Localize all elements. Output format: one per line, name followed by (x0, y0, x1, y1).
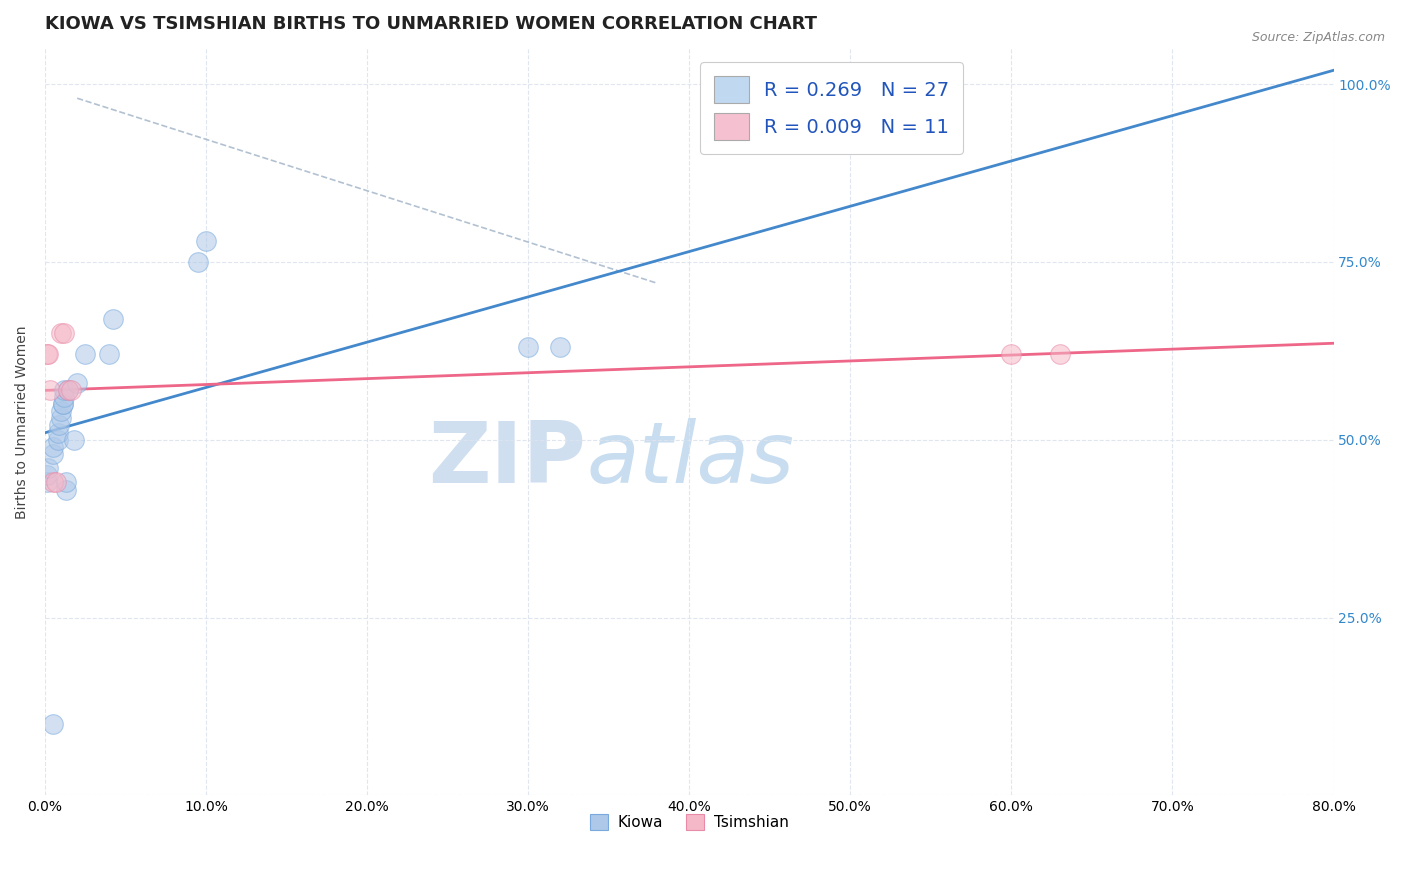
Point (38, 383, 60, 397)
Point (49, 326, 72, 340)
Point (35, 347, 58, 361)
Point (98, 347, 121, 361)
Point (37, 347, 59, 361)
Point (42, 475, 65, 490)
Point (52, 397, 75, 411)
Point (55, 475, 77, 490)
Point (49, 404, 72, 418)
Point (1049, 347, 1071, 361)
Text: Source: ZipAtlas.com: Source: ZipAtlas.com (1251, 31, 1385, 45)
Point (42, 717, 65, 731)
Point (56, 383, 79, 397)
Point (517, 340, 540, 354)
Point (75, 347, 97, 361)
Point (56, 383, 79, 397)
Point (550, 340, 572, 354)
Point (46, 433, 69, 447)
Text: KIOWA VS TSIMSHIAN BIRTHS TO UNMARRIED WOMEN CORRELATION CHART: KIOWA VS TSIMSHIAN BIRTHS TO UNMARRIED W… (45, 15, 817, 33)
Point (53, 326, 76, 340)
Point (1000, 347, 1022, 361)
Point (49, 411, 72, 425)
Point (35, 468, 58, 483)
Point (55, 483, 77, 497)
Point (42, 447, 65, 461)
Point (46, 425, 69, 440)
Point (101, 311, 124, 326)
Point (63, 433, 86, 447)
Point (53, 383, 76, 397)
Point (37, 461, 59, 475)
Text: atlas: atlas (586, 417, 794, 500)
Point (42, 440, 65, 454)
Text: ZIP: ZIP (429, 417, 586, 500)
Point (48, 418, 70, 433)
Point (53, 390, 76, 404)
Point (59, 383, 82, 397)
Point (187, 255, 209, 269)
Point (195, 234, 218, 248)
Point (52, 397, 75, 411)
Point (35, 475, 58, 490)
Y-axis label: Births to Unmarried Women: Births to Unmarried Women (15, 326, 30, 518)
Legend: Kiowa, Tsimshian: Kiowa, Tsimshian (583, 808, 794, 837)
Point (45, 475, 67, 490)
Point (66, 376, 89, 390)
